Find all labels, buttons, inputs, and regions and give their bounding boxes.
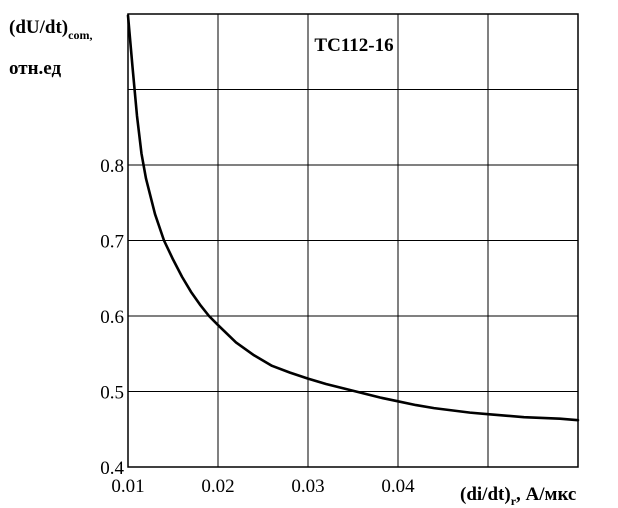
x-tick-label: 0.04	[381, 476, 415, 497]
x-tick-label: 0.02	[201, 476, 234, 497]
y-tick-label: 0.7	[100, 232, 124, 253]
chart-title: TC112-16	[314, 35, 393, 56]
y-axis-label-main: (dU/dt)	[9, 17, 68, 38]
y-axis-label: (dU/dt)com,	[9, 17, 92, 42]
x-axis-label-main: (di/dt)	[460, 484, 511, 505]
curve-layer	[128, 16, 578, 421]
y-tick-label: 0.8	[100, 156, 124, 177]
y-tick-label: 0.5	[100, 383, 124, 404]
x-axis-label-rest: , А/мкс	[516, 484, 576, 505]
tick-labels: 0.01 0.02 0.03 0.04 0.4 0.5 0.6 0.7 0.8	[100, 156, 415, 497]
y-axis-label-sub: com,	[68, 28, 92, 42]
y-tick-label: 0.6	[100, 307, 124, 328]
x-tick-label: 0.03	[291, 476, 324, 497]
y-axis-label-line2: отн.ед	[9, 58, 61, 79]
y-tick-label: 0.4	[100, 458, 124, 479]
series-line	[128, 16, 578, 421]
grid	[128, 14, 578, 467]
x-axis-label: (di/dt)r, А/мкс	[460, 484, 576, 508]
x-tick-label: 0.01	[111, 476, 144, 497]
